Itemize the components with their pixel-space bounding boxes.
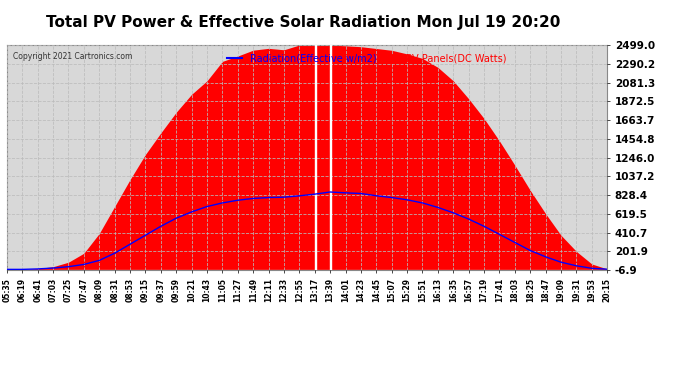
Text: Copyright 2021 Cartronics.com: Copyright 2021 Cartronics.com: [13, 52, 132, 61]
Legend: Radiation(Effective w/m2), PV Panels(DC Watts): Radiation(Effective w/m2), PV Panels(DC …: [224, 50, 511, 68]
Text: Total PV Power & Effective Solar Radiation Mon Jul 19 20:20: Total PV Power & Effective Solar Radiati…: [46, 15, 561, 30]
